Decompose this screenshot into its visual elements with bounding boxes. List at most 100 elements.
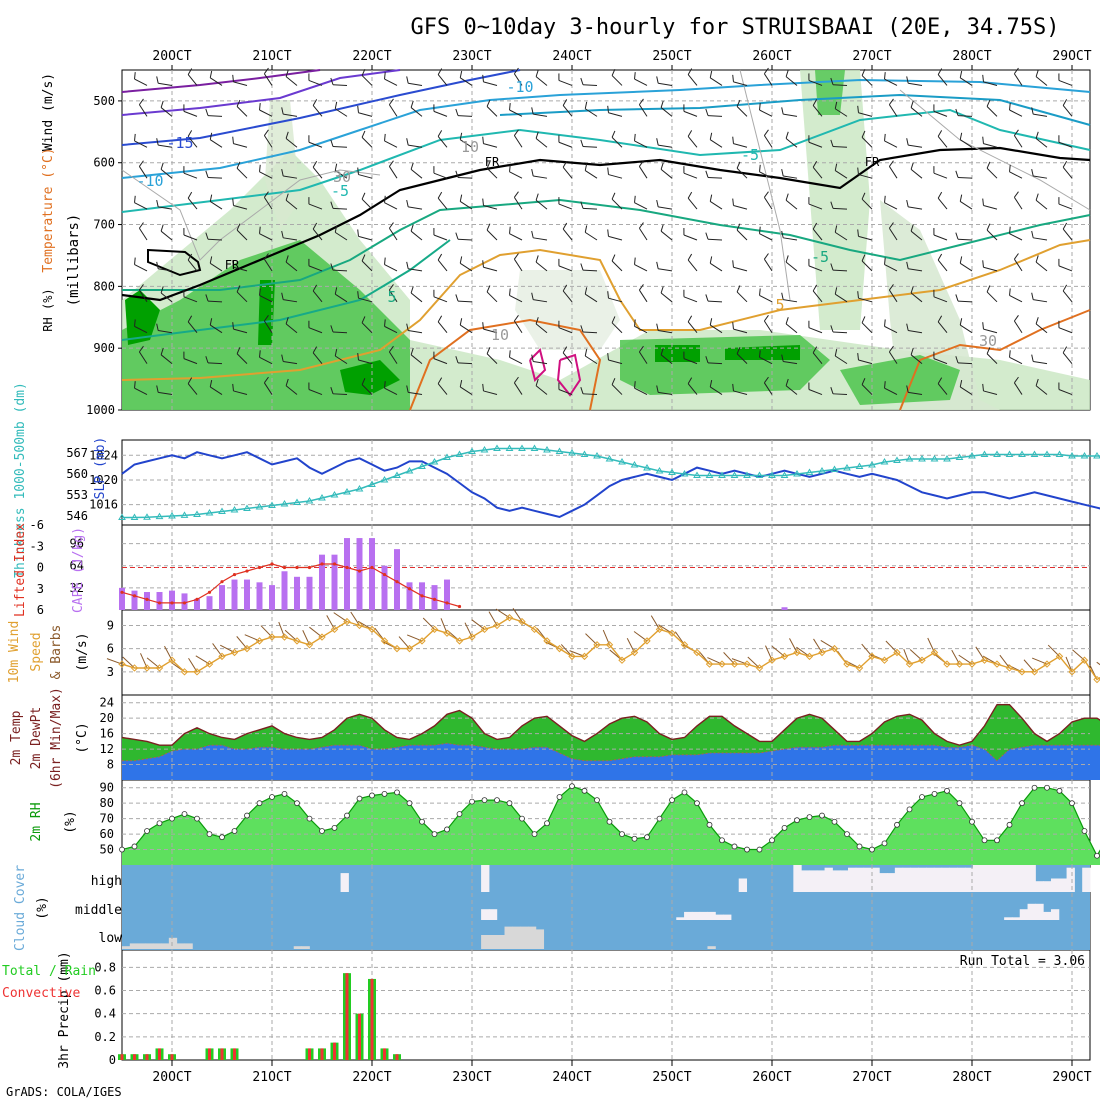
wind-barb (187, 253, 193, 261)
wind-barb (1035, 69, 1039, 77)
thickness-marker (593, 452, 601, 459)
cape-tick-label: 64 (70, 559, 84, 573)
wind-barb (986, 347, 991, 354)
convective-bar (220, 1048, 224, 1060)
bottom-date-label: 20OCT (152, 1070, 191, 1085)
wind-barb (763, 320, 773, 333)
wind-barb (808, 265, 823, 272)
wind-barb (955, 108, 959, 116)
wind-barb (437, 259, 448, 272)
wind-barb (236, 167, 248, 179)
pressure-tick-label: 1000 (86, 403, 115, 417)
wind-barb (160, 348, 164, 355)
wind-barb (933, 358, 948, 365)
wind-barb (785, 138, 798, 148)
wind-speed-marker (305, 641, 314, 649)
top-date-label: 20OCT (152, 49, 191, 64)
rh-marker (831, 818, 838, 825)
wind-speed-marker (405, 644, 414, 653)
wind-barb (796, 646, 810, 657)
wind-barb (283, 113, 298, 117)
top-date-label: 21OCT (252, 49, 291, 64)
wind-barb (812, 346, 818, 354)
wind-barb (334, 293, 348, 303)
wind-barb (910, 354, 923, 365)
wind-barb (558, 265, 573, 272)
wind-barb (1031, 169, 1034, 177)
thickness-marker (1068, 452, 1076, 459)
thickness-tick-label: 553 (66, 488, 88, 502)
wind-barb (357, 167, 359, 175)
li-marker (270, 562, 274, 566)
wind-speed-marker (955, 660, 964, 668)
wind-speed-marker (843, 660, 851, 668)
wind-barb (410, 107, 423, 117)
wind-barb (910, 292, 923, 303)
wind-barb (486, 229, 498, 241)
wind-barb (259, 295, 273, 303)
wind-barb (785, 261, 798, 272)
wind-barb (736, 229, 748, 241)
convective-bar (395, 1054, 399, 1060)
cloud-bar (1035, 903, 1044, 920)
wind-barb (156, 385, 159, 393)
wind-barb (183, 358, 198, 365)
temperature-contour (121, 69, 401, 116)
li-axis-title: Lifted Index (13, 523, 28, 617)
wind-barb (187, 315, 193, 323)
wind-barb (759, 233, 773, 241)
wind-barb (263, 376, 269, 384)
rh-marker (844, 831, 850, 837)
rh-marker (706, 821, 713, 828)
wind-barb (759, 288, 761, 296)
wind-barb (634, 319, 636, 327)
freezing-level (147, 248, 202, 277)
wind-barb (959, 70, 963, 78)
cloud-bar (949, 867, 958, 892)
wind-barb (361, 384, 373, 395)
cloud-bar (488, 935, 498, 949)
li-marker (245, 569, 249, 573)
wind-barb (358, 235, 373, 241)
li-marker (220, 580, 224, 584)
wind-barb (986, 291, 998, 303)
wind-speed-marker (693, 648, 701, 657)
wind-barb (509, 288, 511, 296)
wind-speed-marker (1018, 668, 1026, 676)
wind-barb (284, 629, 298, 642)
wind-barb (1035, 323, 1048, 334)
wind-barb (634, 140, 648, 148)
wind-barb (957, 362, 973, 365)
wind-barb (388, 227, 398, 241)
wind-barb (732, 322, 734, 330)
wind-barb (812, 352, 823, 364)
wind-barb (785, 199, 798, 210)
wind-barb (433, 358, 448, 365)
cape-bar (119, 587, 125, 610)
wind-barb (187, 191, 193, 199)
wind-speed-marker (705, 660, 714, 668)
thickness-marker (818, 467, 826, 474)
wind-speed-marker (343, 617, 351, 626)
li-marker (432, 597, 437, 601)
wind-speed-marker (1043, 660, 1051, 668)
wind-speed-marker (555, 644, 564, 653)
wind-speed-marker (430, 625, 439, 634)
temperature-contour (121, 78, 1091, 179)
thickness-marker (868, 461, 876, 468)
wind-barb (732, 198, 734, 206)
wind-barb (205, 232, 209, 240)
convective-bar (158, 1048, 161, 1060)
convective-bar (345, 973, 349, 1060)
wind-barb (459, 262, 473, 272)
wind-barb (607, 105, 609, 113)
wind-barb (330, 201, 334, 209)
rh-marker (169, 815, 175, 822)
rh-axis-title: (%) (63, 810, 78, 833)
wind-barb (410, 292, 423, 303)
wind-barb (812, 166, 823, 179)
wind-barb (384, 325, 398, 334)
wind-barb (1013, 258, 1023, 272)
thickness-marker (668, 468, 676, 475)
wind-barb (785, 255, 789, 263)
